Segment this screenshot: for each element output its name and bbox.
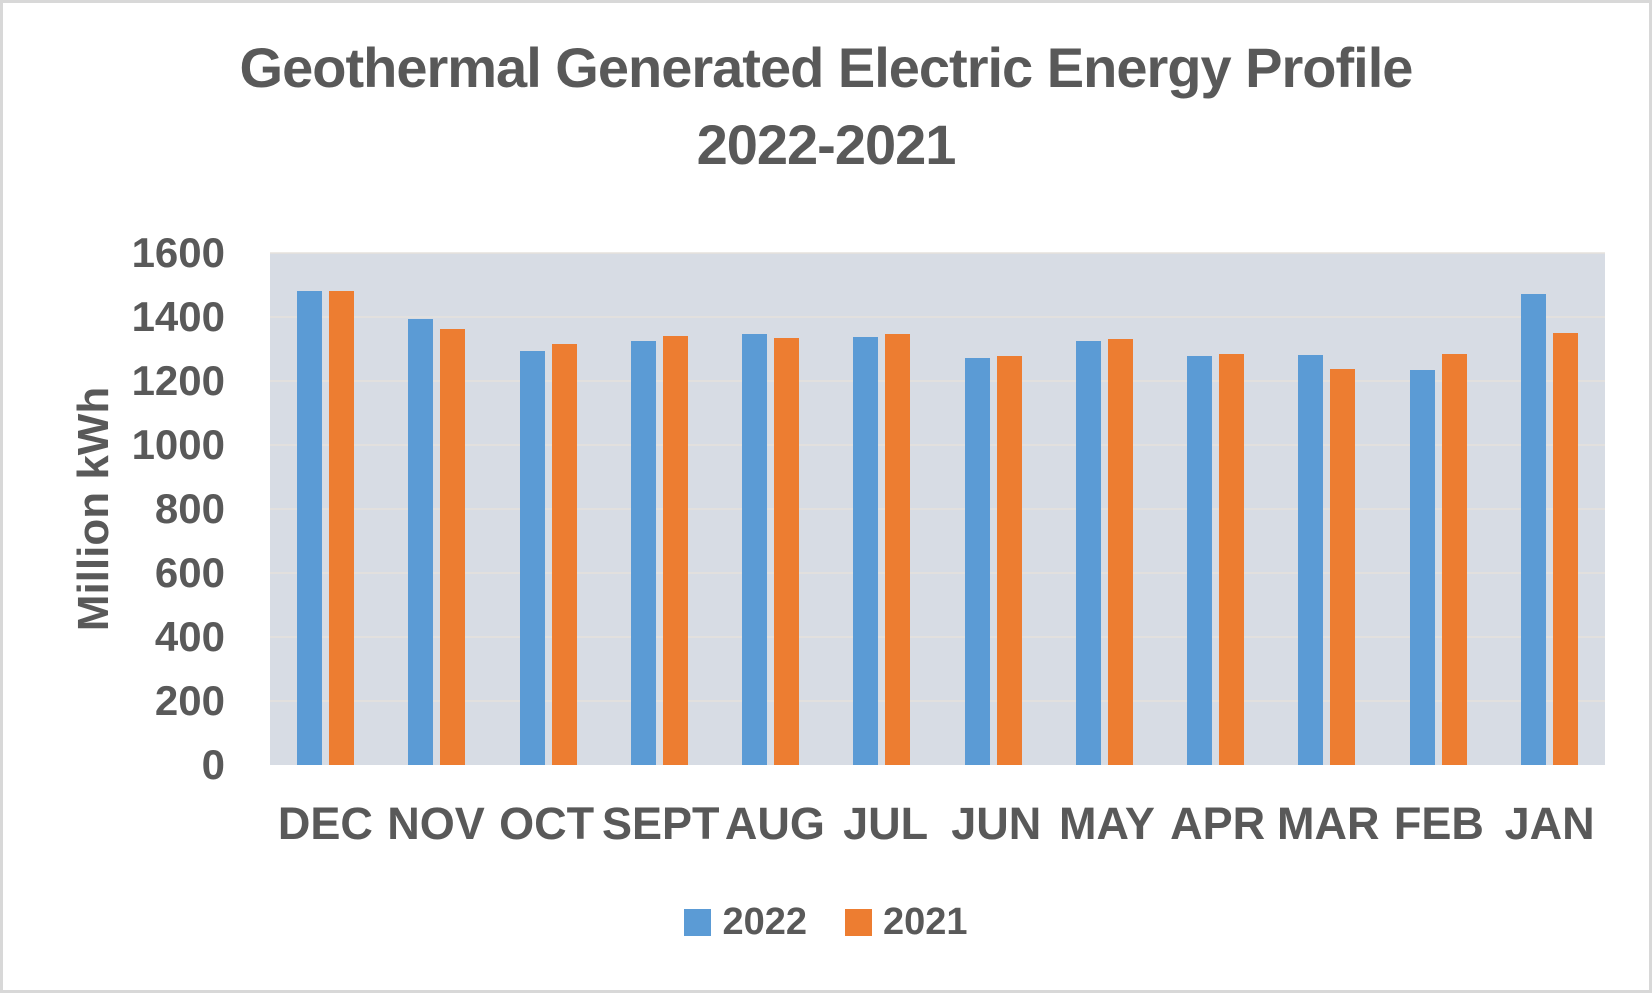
bar-group-aug (715, 253, 826, 765)
bar-groups (270, 253, 1605, 765)
y-tick-600: 600 (154, 549, 225, 596)
y-tick-1400: 1400 (131, 293, 225, 340)
y-tick-200: 200 (154, 677, 225, 724)
bar-2022-oct (519, 351, 545, 765)
bar-2021-apr (1219, 354, 1245, 765)
legend-swatch-2021 (845, 909, 872, 936)
gridline-600 (270, 572, 1605, 574)
bar-group-sept (604, 253, 715, 765)
bar-2022-aug (742, 333, 768, 765)
bar-2022-jan (1520, 293, 1546, 765)
x-label-mar: MAR (1277, 798, 1380, 849)
bar-2021-may (1107, 338, 1133, 765)
plot-area (270, 252, 1605, 765)
legend-swatch-2022 (684, 909, 712, 936)
x-label-nov: NOV (387, 798, 485, 849)
bar-group-nov (381, 253, 492, 765)
bar-2022-feb (1409, 369, 1435, 765)
bar-2022-apr (1187, 356, 1213, 765)
bar-group-feb (1383, 253, 1494, 765)
legend-item-2021: 2021 (845, 901, 968, 944)
bar-2021-dec (329, 291, 355, 765)
legend: 2022 2021 (3, 901, 1649, 944)
x-label-may: MAY (1058, 798, 1155, 849)
y-tick-0: 0 (201, 741, 225, 788)
x-label-dec: DEC (277, 798, 373, 849)
bar-2021-oct (551, 343, 577, 765)
bar-2021-jun (996, 356, 1022, 765)
bar-group-dec (270, 253, 381, 765)
bar-group-oct (493, 253, 604, 765)
gridline-1400 (270, 316, 1605, 318)
gridline-1000 (270, 444, 1605, 446)
bar-2022-may (1075, 341, 1101, 765)
x-label-jun: JUN (951, 798, 1042, 849)
bar-2022-mar (1298, 355, 1324, 765)
bar-2021-jan (1552, 332, 1578, 765)
bar-group-mar (1271, 253, 1382, 765)
x-label-apr: APR (1170, 798, 1266, 849)
x-label-oct: OCT (499, 798, 595, 849)
y-tick-400: 400 (154, 613, 225, 660)
bar-2021-jul (885, 333, 911, 765)
y-tick-800: 800 (154, 485, 225, 532)
bar-2021-feb (1441, 353, 1467, 765)
bar-group-jan (1494, 253, 1605, 765)
bar-2022-dec (297, 291, 323, 765)
x-label-feb: FEB (1393, 798, 1484, 849)
chart-title-line1: Geothermal Generated Electric Energy Pro… (239, 36, 1414, 99)
y-tick-1600: 1600 (131, 229, 225, 276)
x-label-jan: JAN (1504, 798, 1595, 849)
bar-group-jun (938, 253, 1049, 765)
bar-2021-sept (662, 335, 688, 765)
bar-2022-nov (408, 318, 434, 765)
bar-2022-jul (853, 336, 879, 765)
gridline-1600 (270, 252, 1605, 254)
y-tick-1000: 1000 (131, 421, 225, 468)
x-axis-labels: DEC NOV OCT SEPT AUG JUL JUN MAY APR MAR FEB JAN (270, 799, 1605, 849)
gridline-800 (270, 508, 1605, 510)
x-label-aug: AUG (724, 798, 825, 849)
bar-2022-sept (630, 341, 656, 765)
x-label-sept: SEPT (602, 798, 720, 849)
y-axis-ticks: 0 200 400 600 800 1000 1200 1400 1600 (43, 229, 225, 788)
chart-title-line2: 2022-2021 (696, 113, 957, 177)
gridline-400 (270, 636, 1605, 638)
legend-item-2022: 2022 (684, 901, 807, 944)
bar-2021-mar (1330, 369, 1356, 765)
gridline-200 (270, 700, 1605, 702)
x-label-jul: JUL (843, 798, 929, 849)
bar-group-jul (826, 253, 937, 765)
bar-2022-jun (964, 358, 990, 765)
gridline-1200 (270, 380, 1605, 382)
bar-group-may (1049, 253, 1160, 765)
bar-group-apr (1160, 253, 1271, 765)
chart-title: Geothermal Generated Electric Energy Pro… (3, 29, 1649, 184)
bar-2021-nov (440, 328, 466, 765)
bar-2021-aug (774, 337, 800, 765)
y-tick-1200: 1200 (131, 357, 225, 404)
legend-label-2022: 2022 (722, 901, 807, 943)
legend-label-2021: 2021 (883, 901, 968, 943)
